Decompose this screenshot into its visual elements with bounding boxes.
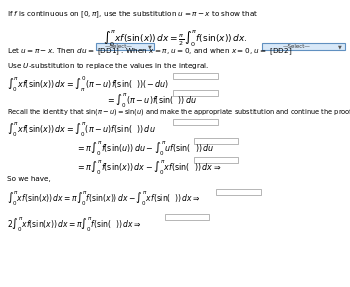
Text: $\int_0^{\pi} xf(\sin(x))\,dx = \pi\int_0^{\pi} f(\sin(x))\,dx - \int_0^{\pi} xf: $\int_0^{\pi} xf(\sin(x))\,dx = \pi\int_…	[7, 190, 201, 208]
Text: —Select—: —Select—	[104, 44, 132, 49]
FancyBboxPatch shape	[173, 73, 218, 79]
Text: $\int_0^{\pi} xf(\sin(x))\,dx = \int_{\pi}^{0}(\pi - u)f(\sin($  $))(-\,du)$: $\int_0^{\pi} xf(\sin(x))\,dx = \int_{\p…	[7, 75, 168, 94]
Text: Let $u = \pi - x$. Then $du =$ [DD1] . When $x = \pi$, $u = 0$, and when $x = 0$: Let $u = \pi - x$. Then $du =$ [DD1] . W…	[7, 46, 292, 57]
Text: So we have,: So we have,	[7, 176, 51, 182]
FancyBboxPatch shape	[216, 189, 261, 195]
FancyBboxPatch shape	[173, 119, 218, 125]
Text: $= \int_0^{\pi}(\pi - u)f(\sin($  $))\,du$: $= \int_0^{\pi}(\pi - u)f(\sin($ $))\,du…	[106, 92, 197, 110]
FancyBboxPatch shape	[194, 157, 238, 163]
Text: $= \pi\int_0^{\pi} f(\sin(x))\,dx - \int_0^{\pi} xf(\sin($  $))\,dx \Rightarrow$: $= \pi\int_0^{\pi} f(\sin(x))\,dx - \int…	[76, 158, 221, 177]
Text: —Select—: —Select—	[283, 44, 311, 49]
Text: If $f$ is continuous on $[0, \pi]$, use the substitution $u = \pi - x$ to show t: If $f$ is continuous on $[0, \pi]$, use …	[7, 10, 258, 20]
Text: ▼: ▼	[338, 44, 342, 49]
FancyBboxPatch shape	[173, 90, 218, 96]
FancyBboxPatch shape	[96, 43, 154, 50]
Text: Recall the identity that $\sin(\pi - u) = \sin(u)$ and make the appropriate subs: Recall the identity that $\sin(\pi - u) …	[7, 107, 350, 117]
Text: ▼: ▼	[148, 44, 152, 49]
Text: $2\int_0^{\pi} xf(\sin(x))\,dx = \pi\int_0^{\pi} f(\sin($  $))\,dx \Rightarrow$: $2\int_0^{\pi} xf(\sin(x))\,dx = \pi\int…	[7, 215, 141, 234]
FancyBboxPatch shape	[165, 214, 209, 220]
Text: Use $U$-substitution to replace the values in the integral.: Use $U$-substitution to replace the valu…	[7, 61, 209, 71]
FancyBboxPatch shape	[262, 43, 345, 50]
Text: $= \pi\int_0^{\pi} f(\sin(u))\,du - \int_0^{\pi} uf(\sin($  $))\,du$: $= \pi\int_0^{\pi} f(\sin(u))\,du - \int…	[76, 139, 214, 158]
Text: $\int_0^{\pi} xf(\sin(x))\,dx = \int_0^{\pi}(\pi - u)f(\sin($  $))\,du$: $\int_0^{\pi} xf(\sin(x))\,dx = \int_0^{…	[7, 120, 156, 139]
Text: $\int_0^{\pi} xf(\sin(x))\,dx = \frac{\pi}{2}\int_0^{\pi} f(\sin(x))\,dx.$: $\int_0^{\pi} xf(\sin(x))\,dx = \frac{\p…	[103, 28, 247, 49]
FancyBboxPatch shape	[194, 138, 238, 144]
